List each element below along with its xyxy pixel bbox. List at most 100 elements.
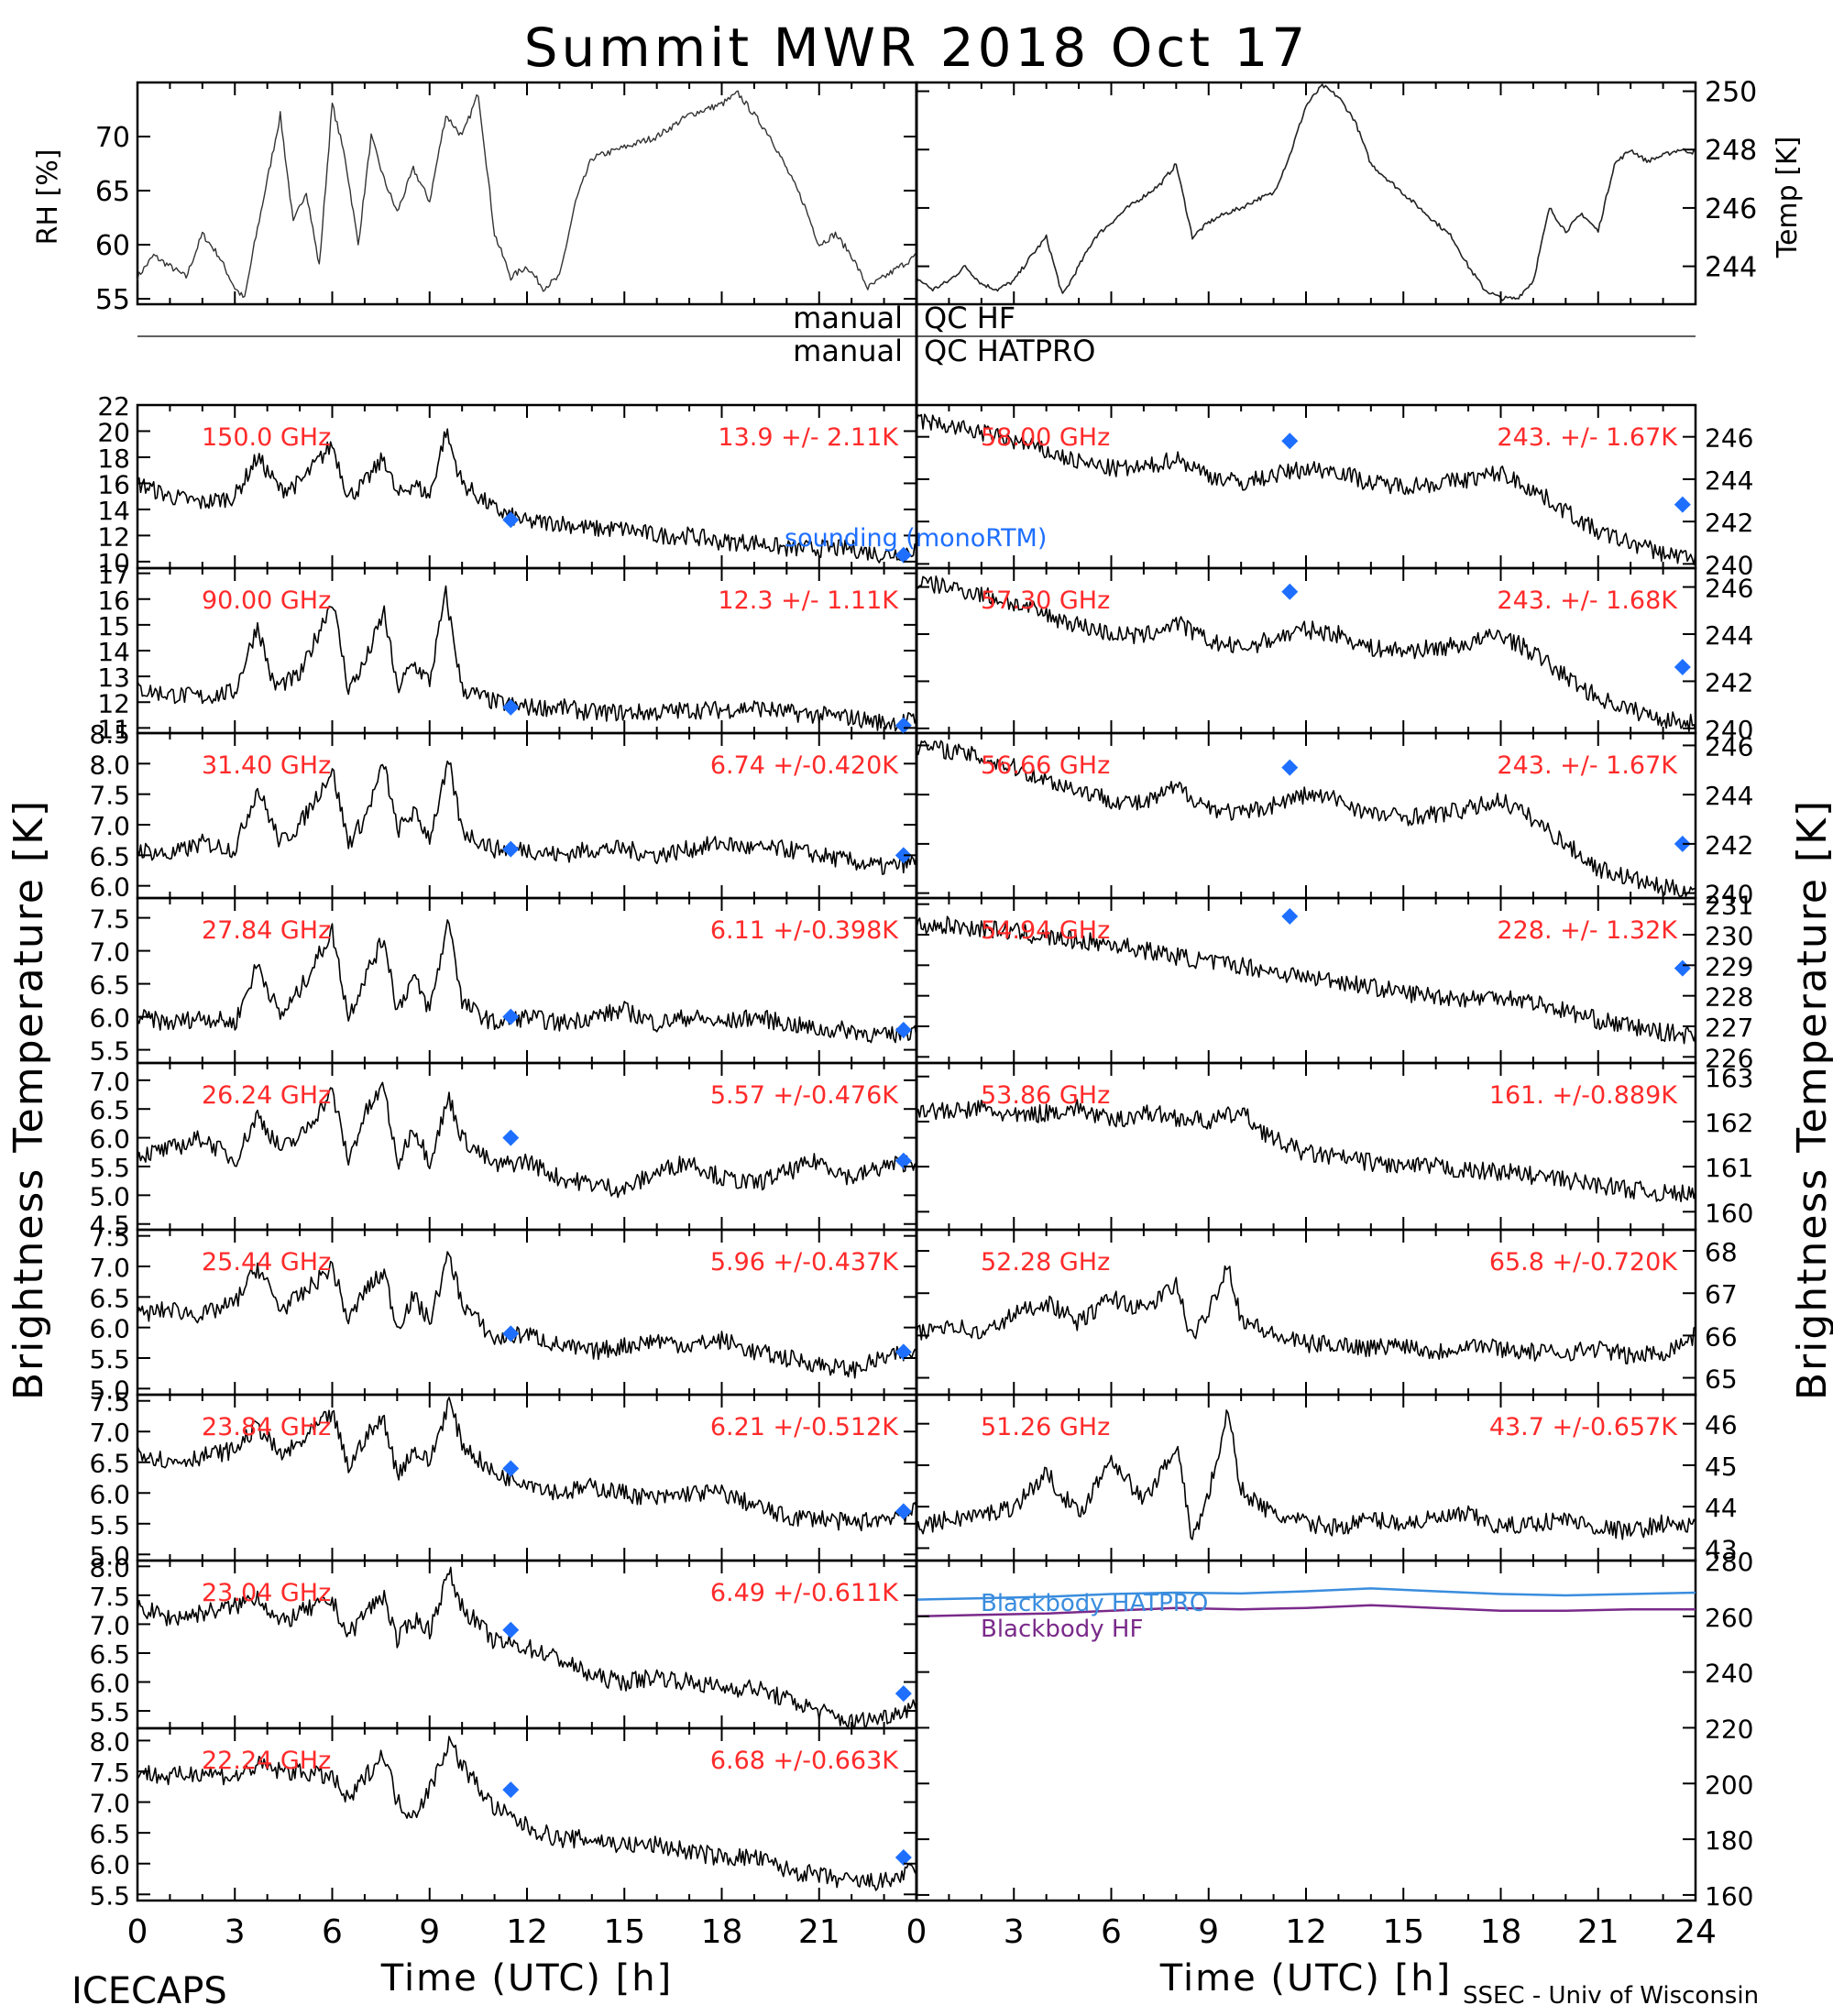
qc-hf-word: manual (793, 301, 903, 335)
y-tick-label: 45 (1705, 1452, 1738, 1482)
panel-labels: 5560657024424624825010121416182022150.0 … (89, 77, 1757, 1912)
x-tick-label: 3 (225, 1913, 246, 1951)
y-tick-label: 5.5 (89, 1510, 130, 1540)
y-tick-label: 240 (1705, 1659, 1753, 1689)
y-tick-label: 44 (1705, 1493, 1738, 1523)
y-tick-label: 6.5 (89, 1283, 130, 1313)
y-tick-label: 15 (97, 611, 130, 641)
sounding-marker-f2224 (895, 1849, 912, 1866)
frequency-label: 57.30 GHz (981, 586, 1110, 615)
y-tick-label: 68 (1705, 1237, 1738, 1267)
sounding-marker-f5800 (1281, 433, 1299, 450)
trace-f5800 (916, 413, 1696, 565)
trace-f5126 (916, 1409, 1696, 1540)
x-tick-label: 6 (322, 1913, 343, 1951)
sounding-marker-f5730 (1674, 659, 1691, 675)
y-tick-label: 7.0 (89, 1067, 130, 1097)
y-tick-label: 160 (1705, 1881, 1753, 1912)
y-tick-label: 14 (97, 637, 130, 667)
y-tick-label: 240 (1705, 880, 1753, 910)
y-tick-label: 260 (1705, 1603, 1753, 1633)
y-tick-label: 7.0 (89, 937, 130, 968)
frequency-label: 23.84 GHz (202, 1413, 331, 1441)
temp-axis-label: Temp [K] (1772, 137, 1804, 259)
y-tick-label: 5.5 (89, 1036, 130, 1067)
y-tick-label: 5.0 (89, 1181, 130, 1211)
qc-hatpro-word: manual (793, 334, 903, 368)
x-tick-label: 9 (419, 1913, 440, 1951)
sounding-marker-f2624 (502, 1129, 520, 1146)
y-tick-label: 6.5 (89, 970, 130, 1001)
x-tick-label: 0 (127, 1913, 148, 1951)
y-tick-label: 160 (1705, 1198, 1753, 1228)
footer-left: ICECAPS (71, 1970, 227, 2012)
stats-label: 243. +/- 1.68K (1497, 586, 1678, 615)
y-tick-label: 163 (1705, 1063, 1753, 1093)
y-tick-label: 12 (97, 521, 130, 552)
y-tick-label: 6.5 (89, 1819, 130, 1849)
y-tick-label: 246 (1705, 574, 1753, 604)
frequency-label: 26.24 GHz (202, 1081, 331, 1110)
stats-label: 243. +/- 1.67K (1497, 423, 1678, 452)
x-tick-label: 18 (1480, 1913, 1522, 1951)
frequency-label: 52.28 GHz (981, 1248, 1110, 1276)
y-tick-label: 244 (1705, 620, 1753, 651)
trace-f5666 (916, 740, 1696, 897)
y-tick-label: 6.0 (89, 1124, 130, 1155)
y-tick-label: 12 (97, 688, 130, 718)
y-tick-label: 60 (95, 230, 130, 262)
stats-label: 228. +/- 1.32K (1497, 916, 1678, 945)
trace-temp (916, 83, 1696, 301)
y-tick-label: 5.0 (89, 1375, 130, 1405)
trace-f5730 (916, 575, 1696, 732)
y-tick-label: 4.5 (89, 1211, 130, 1241)
trace-f5386 (916, 1099, 1696, 1202)
stats-label: 43.7 +/-0.657K (1489, 1413, 1678, 1441)
sounding-marker-f5666 (1674, 835, 1691, 852)
y-tick-label: 16 (97, 586, 130, 616)
y-tick-label: 55 (95, 284, 130, 316)
sounding-marker-f5494 (1281, 908, 1299, 925)
y-tick-label: 242 (1705, 830, 1753, 860)
stats-label: 6.49 +/-0.611K (710, 1579, 899, 1607)
y-tick-label: 46 (1705, 1410, 1738, 1441)
y-tick-label: 8.5 (89, 719, 130, 750)
y-tick-label: 6.0 (89, 1003, 130, 1034)
y-tick-label: 228 (1705, 982, 1753, 1013)
sounding-marker-f5800 (1674, 496, 1691, 513)
y-tick-label: 250 (1705, 77, 1757, 109)
stats-label: 6.21 +/-0.512K (710, 1413, 899, 1441)
x-tick-label: 0 (906, 1913, 927, 1951)
y-tick-label: 229 (1705, 951, 1753, 981)
y-tick-label: 7.5 (89, 781, 130, 811)
y-tick-label: 7.5 (89, 904, 130, 935)
sounding-marker-f2784 (895, 1022, 912, 1038)
y-tick-label: 6.5 (89, 1095, 130, 1125)
frequency-label: 31.40 GHz (202, 751, 331, 780)
y-tick-label: 6.0 (89, 1669, 130, 1699)
blackbody-legend: Blackbody HATPRO (981, 1590, 1208, 1617)
y-tick-label: 246 (1705, 731, 1753, 761)
y-tick-label: 231 (1705, 891, 1753, 921)
frequency-label: 58.00 GHz (981, 423, 1110, 452)
y-tick-label: 244 (1705, 252, 1757, 284)
y-tick-label: 6.0 (89, 1479, 130, 1509)
y-tick-label: 200 (1705, 1769, 1753, 1800)
blackbody-legend: Blackbody HF (981, 1616, 1143, 1643)
y-tick-label: 14 (97, 496, 130, 526)
stats-label: 6.68 +/-0.663K (710, 1747, 899, 1775)
y-tick-label: 22 (97, 391, 130, 422)
x-tick-label: 21 (1577, 1913, 1619, 1951)
y-tick-label: 5.5 (89, 1344, 130, 1375)
y-tick-label: 18 (97, 444, 130, 474)
trace-f5228 (916, 1265, 1696, 1364)
y-tick-label: 10 (97, 548, 130, 578)
y-tick-label: 280 (1705, 1547, 1753, 1577)
x-tick-label: 12 (506, 1913, 548, 1951)
y-tick-label: 180 (1705, 1825, 1753, 1856)
x-tick-label: 15 (1382, 1913, 1424, 1951)
trace-f2784 (137, 919, 917, 1044)
trace-f2304 (137, 1566, 917, 1727)
sounding-marker-f2544 (502, 1325, 520, 1342)
